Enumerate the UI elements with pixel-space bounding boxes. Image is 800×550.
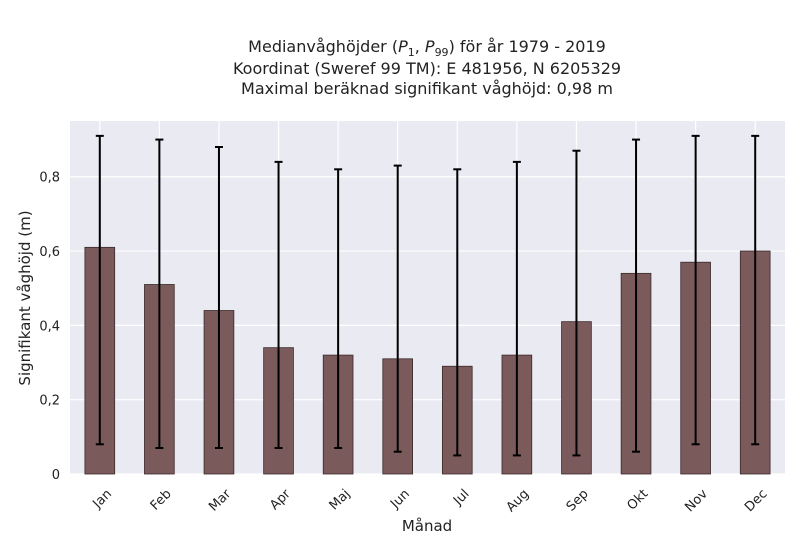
x-tick-label-jan: Jan [90,487,115,512]
error-bar-dec [751,134,760,446]
y-axis-ticks: 0 0,2 0,4 0,6 0,8 [39,171,60,483]
x-tick-label-sep: Sep [564,487,592,515]
x-axis-ticks: Jan Feb Mar Apr Maj Jun Jul Aug Sep Okt Nov Dec [90,486,771,515]
x-tick-label-aug: Aug [504,487,533,516]
x-tick-label-okt: Okt [625,487,652,514]
y-tick-label: 0,4 [39,319,60,334]
chart-title-line-3: Maximal beräknad signifikant våghöjd: 0,… [241,79,613,98]
y-tick-label: 0,6 [39,245,60,260]
x-axis-label: Månad [402,517,452,535]
error-bar-maj [334,168,343,449]
error-bar-jun [393,164,402,453]
chart-title: Medianvåghöjder (P1, P99) för år 1979 - … [233,37,621,98]
x-tick-label-apr: Apr [267,486,294,513]
y-tick-label: 0 [52,468,60,483]
error-bar-aug [512,160,521,457]
error-bar-okt [632,138,641,453]
plot-area [70,121,785,474]
error-bar-nov [691,134,700,446]
y-tick-label: 0,8 [39,171,60,186]
chart-title-line-1: Medianvåghöjder (P1, P99) för år 1979 - … [248,37,606,59]
error-bar-jan [95,134,104,446]
x-tick-label-jul: Jul [450,487,472,509]
x-tick-label-mar: Mar [206,486,234,514]
y-axis-label: Signifikant våghöjd (m) [16,210,34,385]
x-tick-label-feb: Feb [148,487,175,514]
error-bars [95,134,760,457]
x-tick-label-maj: Maj [327,487,354,514]
x-tick-label-dec: Dec [742,487,770,515]
error-bar-apr [274,160,283,449]
x-tick-label-jun: Jun [387,487,413,513]
x-tick-label-nov: Nov [682,486,711,515]
chart-title-line-2: Koordinat (Sweref 99 TM): E 481956, N 62… [233,59,621,78]
y-tick-label: 0,2 [39,394,60,409]
error-bar-feb [155,138,164,449]
error-bar-jul [453,168,462,457]
error-bar-mar [214,146,223,449]
error-bar-sep [572,149,581,457]
